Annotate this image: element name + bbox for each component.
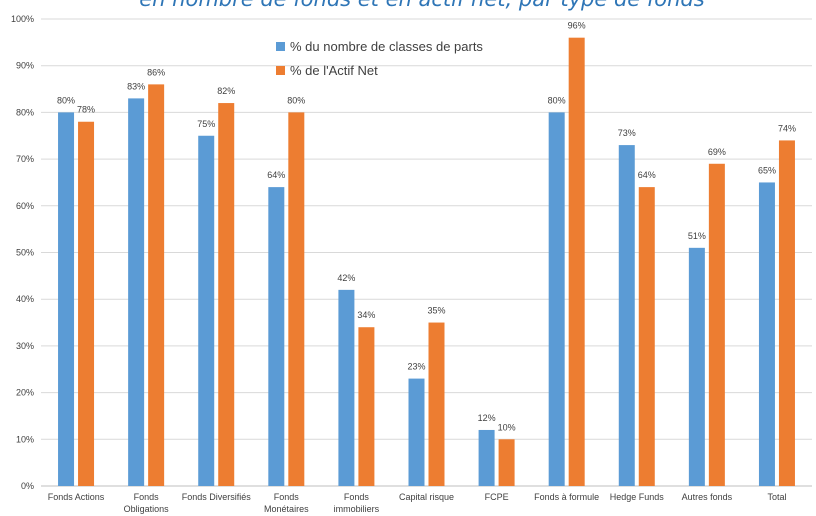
bar [78, 121, 95, 487]
data-label: 69% [708, 147, 726, 157]
data-label: 86% [147, 67, 165, 77]
bar [708, 163, 725, 486]
bar [618, 145, 635, 486]
legend-swatch-series-2 [276, 66, 285, 75]
bar [218, 103, 235, 486]
bar [128, 98, 145, 486]
data-label: 78% [77, 105, 95, 115]
x-axis: Fonds Actions Fonds Obligations Fonds Diver… [48, 492, 787, 514]
x-category-label: Monétaires [264, 504, 309, 514]
data-label: 35% [427, 306, 445, 316]
gridlines [41, 18, 812, 487]
bar [548, 112, 565, 487]
data-label: 80% [287, 95, 305, 105]
data-label: 80% [548, 95, 566, 105]
bar [568, 37, 585, 487]
y-tick-label: 60% [16, 201, 34, 211]
bar [198, 135, 215, 486]
x-category-label: Fonds Actions [48, 492, 105, 502]
data-label: 82% [217, 86, 235, 96]
data-label: 42% [337, 273, 355, 283]
y-tick-label: 20% [16, 388, 34, 398]
data-label: 23% [407, 362, 425, 372]
x-category-label: Fonds [274, 492, 300, 502]
bar [778, 140, 795, 487]
bar [58, 112, 75, 487]
bars: 80% 83% 75% 64% 42% 23% 12% 80% 73% 51% 65% 78% 86% 8… [57, 21, 796, 487]
x-category-label: immobiliers [334, 504, 380, 514]
x-category-label: Fonds Diversifiés [182, 492, 252, 502]
data-label: 34% [357, 310, 375, 320]
y-tick-label: 70% [16, 154, 34, 164]
data-label: 96% [568, 21, 586, 31]
bar [478, 429, 495, 486]
data-label: 83% [127, 81, 145, 91]
x-category-label: Capital risque [399, 492, 454, 502]
chart-title: en nombre de fonds et en actif net, par … [139, 0, 705, 11]
x-category-label: Total [767, 492, 786, 502]
bar [148, 84, 165, 486]
bar [758, 182, 775, 486]
x-category-label: Hedge Funds [610, 492, 665, 502]
data-label: 65% [758, 165, 776, 175]
data-label: 64% [267, 170, 285, 180]
y-tick-label: 80% [16, 107, 34, 117]
y-tick-label: 90% [16, 61, 34, 71]
data-label: 51% [688, 231, 706, 241]
x-category-label: Fonds [134, 492, 160, 502]
data-label: 75% [197, 119, 215, 129]
x-category-label: Fonds à formule [534, 492, 599, 502]
data-label: 74% [778, 123, 796, 133]
legend-label-series-2: % de l'Actif Net [290, 63, 378, 78]
data-label: 64% [638, 170, 656, 180]
bar [638, 187, 655, 486]
y-tick-label: 100% [11, 14, 34, 24]
data-label: 12% [478, 413, 496, 423]
bar [288, 112, 305, 487]
bar [498, 439, 515, 486]
y-tick-label: 10% [16, 434, 34, 444]
data-label: 10% [498, 422, 516, 432]
y-tick-label: 0% [21, 481, 34, 491]
legend: % du nombre de classes de parts % de l'A… [276, 39, 483, 78]
legend-label-series-1: % du nombre de classes de parts [290, 39, 483, 54]
x-category-label: Autres fonds [682, 492, 733, 502]
bar [428, 322, 445, 486]
bar [358, 327, 375, 486]
x-category-label: Fonds [344, 492, 370, 502]
y-tick-label: 50% [16, 248, 34, 258]
y-axis: 0% 10% 20% 30% 40% 50% 60% 70% 80% 90% 100% [11, 14, 34, 491]
bar [688, 247, 705, 486]
bar [268, 187, 285, 486]
bar [408, 378, 425, 486]
y-tick-label: 40% [16, 294, 34, 304]
x-category-label: FCPE [485, 492, 509, 502]
y-tick-label: 30% [16, 341, 34, 351]
data-label: 80% [57, 95, 75, 105]
data-label: 73% [618, 128, 636, 138]
bar [338, 289, 355, 486]
legend-swatch-series-1 [276, 42, 285, 51]
x-category-label: Obligations [124, 504, 170, 514]
